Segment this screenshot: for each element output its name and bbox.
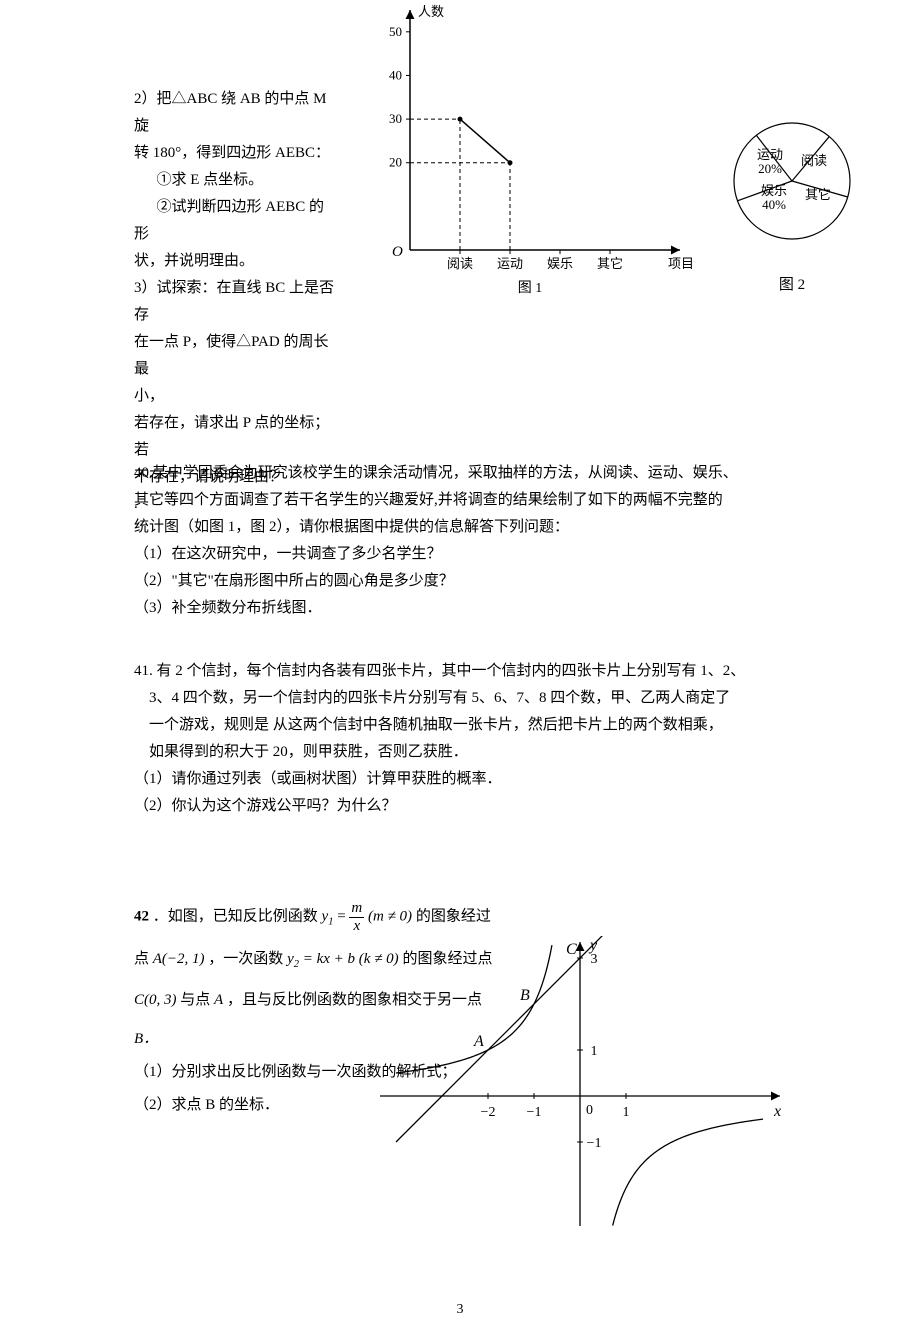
svg-text:40%: 40%	[762, 197, 786, 212]
svg-text:−2: −2	[481, 1105, 496, 1120]
svg-text:项目: 项目	[668, 256, 694, 271]
q42-f1-eq: =	[337, 908, 349, 924]
q40-sub3: （3）补全频数分布折线图．	[134, 595, 790, 622]
svg-text:C: C	[566, 941, 577, 958]
q3-l2: 在一点 P，使得△PAD 的周长最	[134, 329, 334, 383]
q3-l3: 小，	[134, 383, 334, 410]
q42-svg: xy−2−101−113ABC	[370, 936, 790, 1236]
svg-text:阅读: 阅读	[447, 256, 473, 271]
top-section: 2）把△ABC 绕 AB 的中点 M 旋 转 180°，得到四边形 AEBC： …	[0, 0, 920, 360]
q41-sub1: （1）请你通过列表（或画树状图）计算甲获胜的概率．	[134, 766, 790, 793]
q42-l1: 42 ．如图，已知反比例函数 y1 = mx (m ≠ 0) 的图象经过	[134, 900, 504, 934]
svg-text:娱乐: 娱乐	[761, 183, 787, 198]
figure-2-caption: 图 2	[702, 272, 882, 299]
figure-1-svg: 人数 O 20 30 40 50 阅读 运动 娱乐 其它 项目图 1	[370, 0, 710, 300]
q40-sub1: （1）在这次研究中，一共调查了多少名学生？	[134, 541, 790, 568]
q40-sub2: （2）"其它"在扇形图中所占的圆心角是多少度？	[134, 568, 790, 595]
svg-text:x: x	[773, 1103, 781, 1120]
q42-f1-sub: 1	[328, 916, 333, 927]
svg-text:1: 1	[623, 1105, 630, 1120]
q3-l5: 不存在，请说明理由？	[134, 464, 334, 491]
q42-f1-cond: (m ≠ 0)	[368, 908, 412, 924]
q2-l1: 2）把△ABC 绕 AB 的中点 M 旋	[134, 86, 334, 140]
q41-l1: 41. 有 2 个信封，每个信封内各装有四张卡片，其中一个信封内的四张卡片上分别…	[134, 658, 790, 685]
q41-l4: 如果得到的积大于 20，则甲获胜，否则乙获胜．	[134, 739, 790, 766]
q42-pointA: A(−2, 1)	[153, 951, 205, 967]
page: 2）把△ABC 绕 AB 的中点 M 旋 转 180°，得到四边形 AEBC： …	[0, 0, 920, 1340]
q2-l3: ①求 E 点坐标。	[134, 167, 334, 194]
svg-text:20%: 20%	[758, 161, 782, 176]
q42-l2-mid: ，一次函数	[208, 951, 287, 967]
q42-graph: xy−2−101−113ABC	[370, 936, 790, 1246]
q41-sub2: （2）你认为这个游戏公平吗？为什么？	[134, 793, 790, 820]
svg-text:娱乐: 娱乐	[547, 256, 573, 271]
question-42: 42 ．如图，已知反比例函数 y1 = mx (m ≠ 0) 的图象经过 点 A…	[0, 900, 920, 1280]
svg-text:人数: 人数	[418, 4, 444, 19]
svg-text:0: 0	[586, 1103, 593, 1118]
problem-2-3-text: 2）把△ABC 绕 AB 的中点 M 旋 转 180°，得到四边形 AEBC： …	[134, 0, 334, 518]
figure-1-chart: 人数 O 20 30 40 50 阅读 运动 娱乐 其它 项目图 1	[370, 0, 710, 300]
svg-text:阅读: 阅读	[801, 153, 827, 168]
svg-text:其它: 其它	[597, 256, 623, 271]
svg-text:−1: −1	[587, 1136, 602, 1151]
q2-l4: ②试判断四边形 AEBC 的形	[134, 194, 334, 248]
q42-f2-lhs: y	[287, 951, 294, 967]
figure-2-svg: 运动20% 阅读其它 娱乐40%	[722, 116, 862, 246]
q41-l2: 3、4 四个数，另一个信封内的四张卡片分别写有 5、6、7、8 四个数，甲、乙两…	[134, 685, 790, 712]
q42-number: 42	[134, 908, 149, 924]
q3-dot: .	[134, 491, 334, 518]
svg-text:其它: 其它	[805, 187, 831, 202]
svg-text:50: 50	[389, 24, 402, 39]
svg-text:−1: −1	[527, 1105, 542, 1120]
svg-text:运动: 运动	[757, 147, 783, 162]
q42-f1-frac: mx	[349, 900, 364, 934]
q42-l3-mid: 与点	[180, 992, 214, 1008]
q3-l4: 若存在，请求出 P 点的坐标；若	[134, 410, 334, 464]
svg-text:30: 30	[389, 111, 402, 126]
figure-2-pie: 运动20% 阅读其它 娱乐40% 图 2	[702, 116, 882, 299]
q42-l1-post: 的图象经过	[416, 908, 491, 924]
q2-l2: 转 180°，得到四边形 AEBC：	[134, 140, 334, 167]
svg-text:3: 3	[591, 952, 598, 967]
q42-f2-sub: 2	[294, 959, 299, 970]
svg-text:A: A	[473, 1033, 484, 1050]
svg-text:20: 20	[389, 155, 402, 170]
svg-text:B: B	[520, 987, 530, 1004]
q42-pointA2: A	[214, 992, 223, 1008]
svg-text:图 1: 图 1	[518, 281, 543, 296]
q42-l2-pre: 点	[134, 951, 153, 967]
svg-text:40: 40	[389, 67, 402, 82]
question-41: 41. 有 2 个信封，每个信封内各装有四张卡片，其中一个信封内的四张卡片上分别…	[0, 658, 920, 820]
svg-text:1: 1	[591, 1044, 598, 1059]
q42-l1-pre: ．如图，已知反比例函数	[153, 908, 322, 924]
q3-l1: 3）试探索：在直线 BC 上是否存	[134, 275, 334, 329]
q2-l5: 状，并说明理由。	[134, 248, 334, 275]
q41-l3: 一个游戏，规则是 从这两个信封中各随机抽取一张卡片，然后把卡片上的两个数相乘，	[134, 712, 790, 739]
svg-text:O: O	[392, 244, 403, 260]
svg-text:运动: 运动	[497, 256, 523, 271]
page-number: 3	[0, 1297, 920, 1322]
q42-pointC: C(0, 3)	[134, 992, 177, 1008]
q40-intro-3: 统计图（如图 1，图 2），请你根据图中提供的信息解答下列问题：	[134, 514, 790, 541]
